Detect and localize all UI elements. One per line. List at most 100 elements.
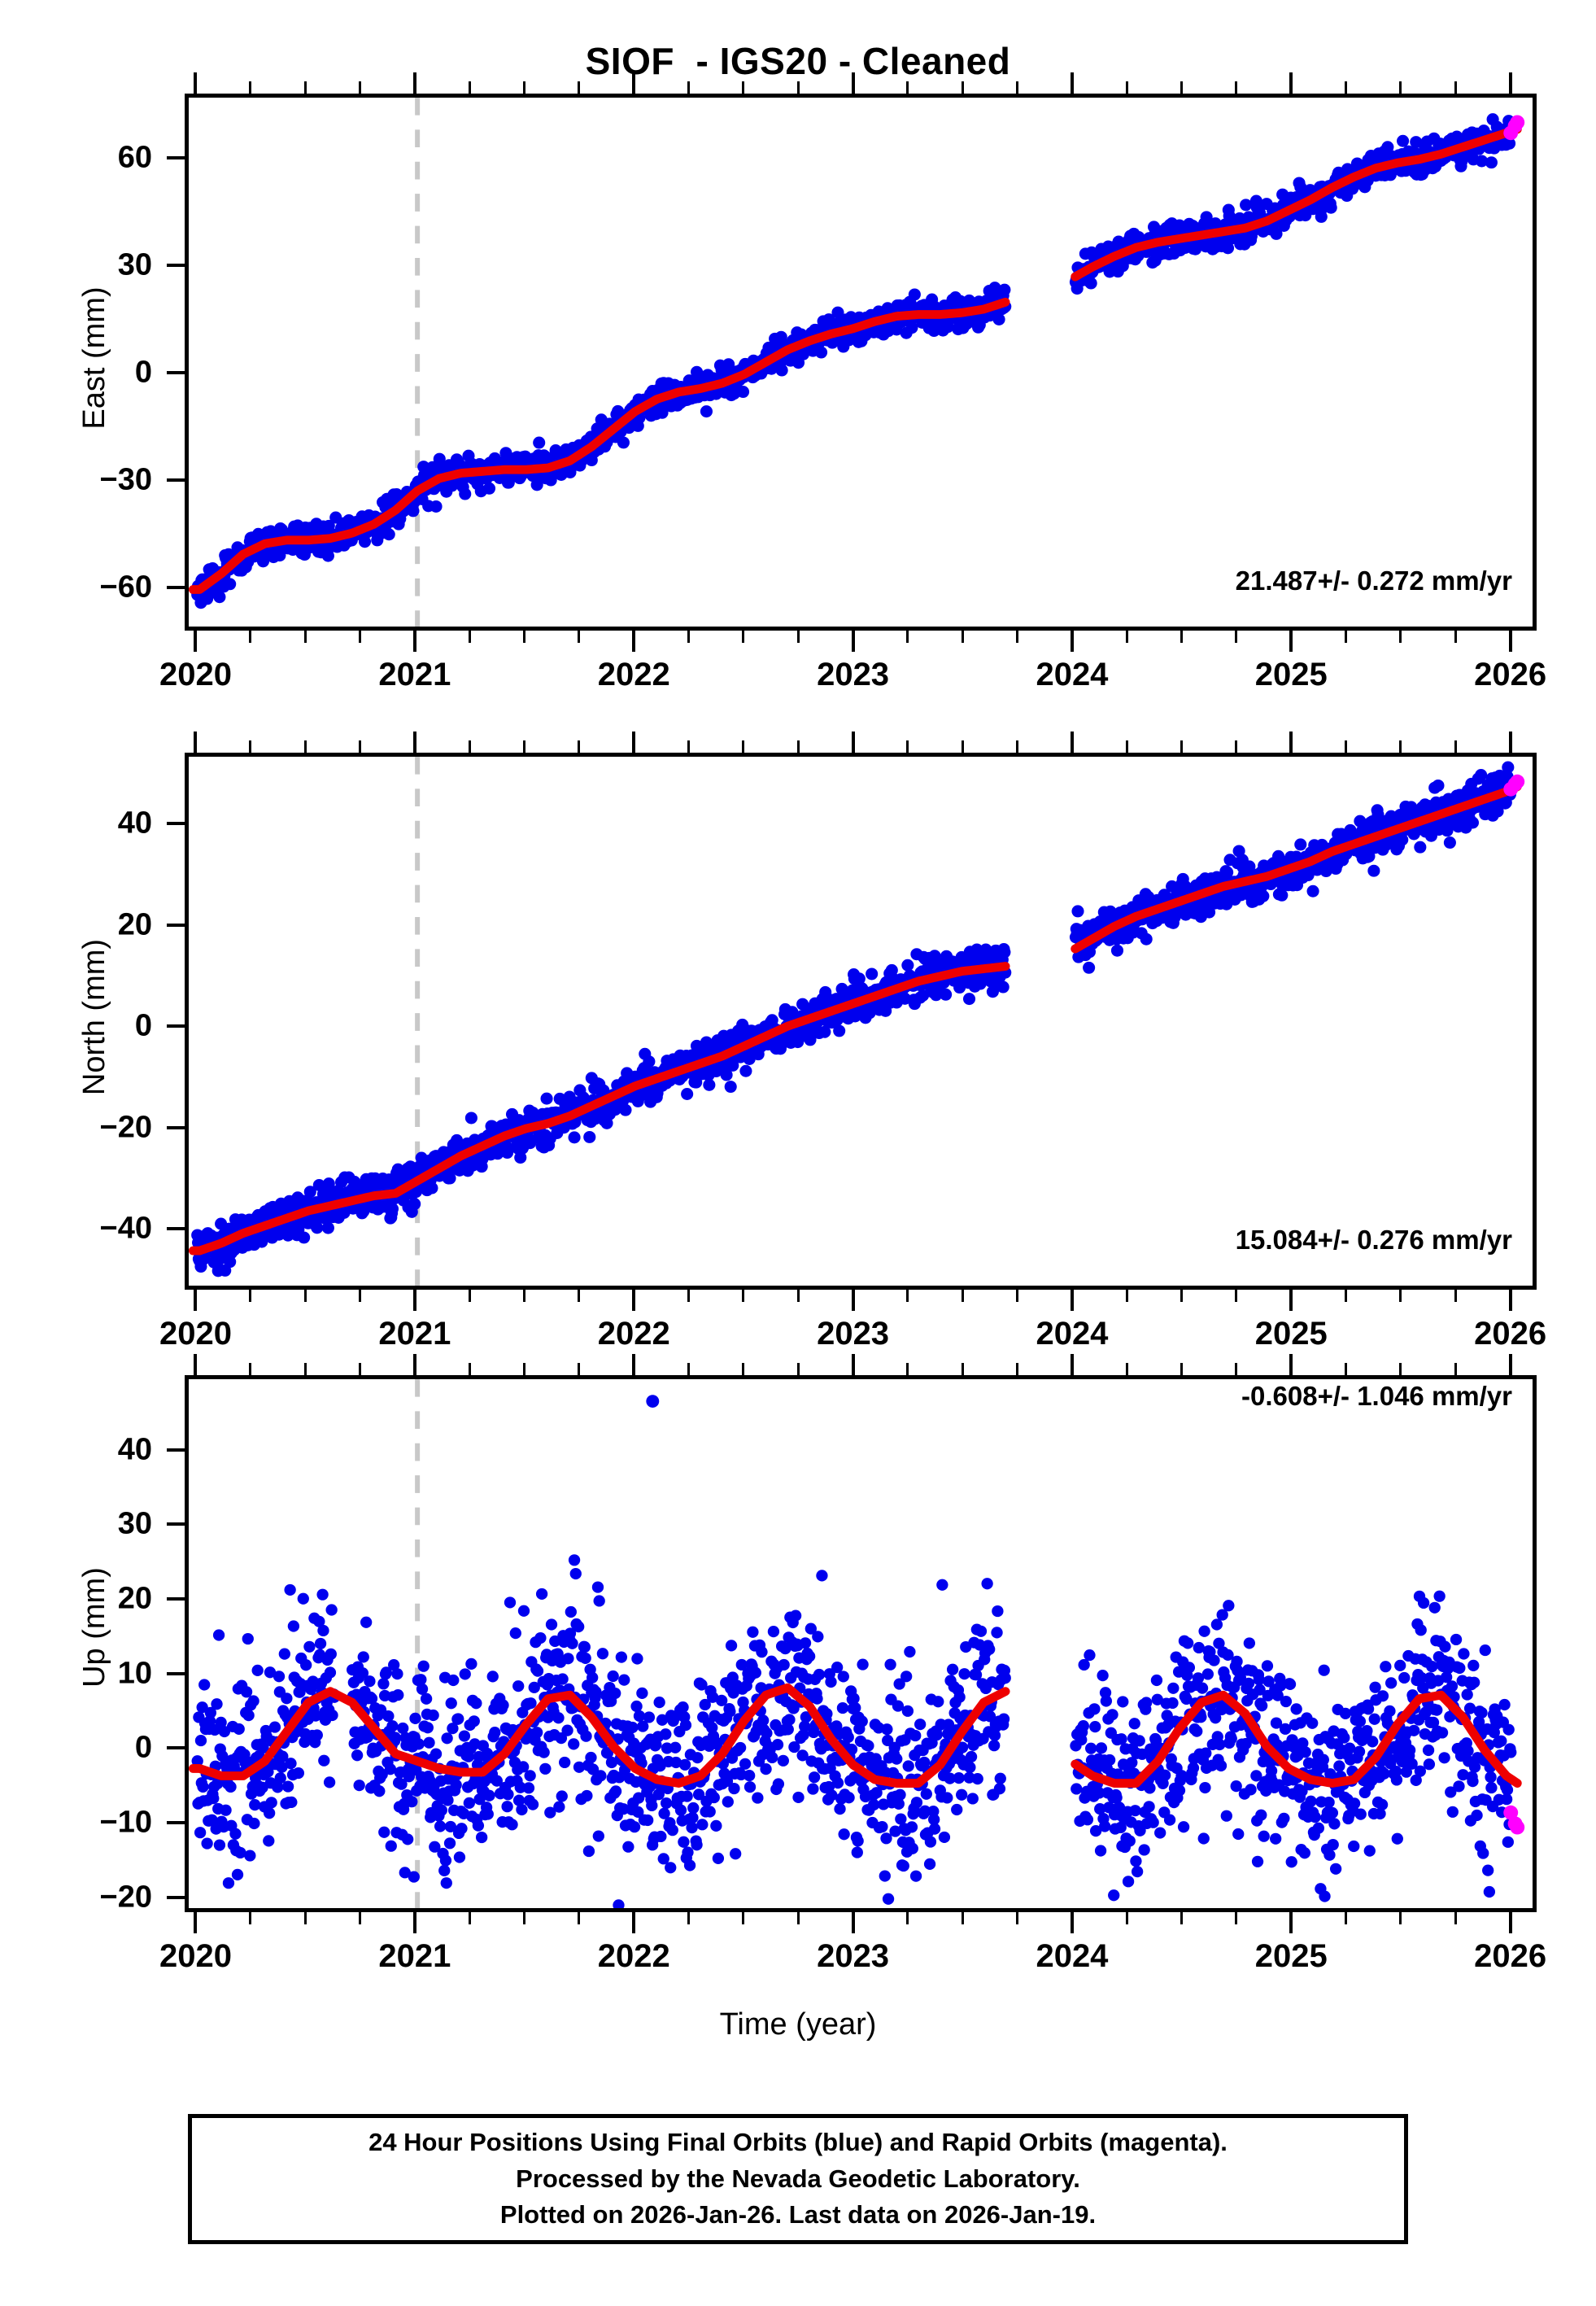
ytick-mark bbox=[167, 1671, 185, 1675]
ytick-label-up-10: 10 bbox=[117, 1656, 152, 1691]
xtick-minor bbox=[1016, 631, 1019, 643]
xtick-minor bbox=[1125, 1912, 1128, 1924]
xtick-minor bbox=[687, 1912, 691, 1924]
xtick-major-top bbox=[1289, 72, 1293, 94]
xtick-minor-top bbox=[249, 1363, 252, 1375]
xtick-major bbox=[1508, 1290, 1512, 1311]
xtick-minor-top bbox=[1345, 740, 1348, 753]
xtick-minor-top bbox=[961, 740, 964, 753]
xtick-label-2021: 2021 bbox=[378, 1316, 451, 1352]
ytick-mark bbox=[167, 1522, 185, 1526]
ytick-label-east-neg30: −30 bbox=[99, 462, 152, 497]
xtick-major bbox=[851, 1912, 855, 1933]
ytick-label-north-neg40: −40 bbox=[99, 1211, 152, 1246]
xtick-minor bbox=[1016, 1290, 1019, 1302]
xtick-label-2021: 2021 bbox=[378, 657, 451, 692]
xtick-minor-top bbox=[1399, 740, 1402, 753]
xtick-minor-top bbox=[742, 81, 745, 94]
xtick-minor bbox=[523, 631, 526, 643]
ytick-label-north-20: 20 bbox=[117, 907, 152, 942]
xtick-minor bbox=[961, 1912, 964, 1924]
xtick-label-2024: 2024 bbox=[1036, 657, 1109, 692]
ytick-mark bbox=[167, 1821, 185, 1824]
xtick-major-top bbox=[1070, 732, 1074, 753]
panel-up-frame bbox=[185, 1375, 1537, 1912]
xtick-minor bbox=[1454, 631, 1457, 643]
xtick-minor-top bbox=[1235, 81, 1238, 94]
xtick-minor bbox=[1235, 631, 1238, 643]
xtick-minor-top bbox=[1180, 81, 1184, 94]
xtick-minor-top bbox=[796, 81, 800, 94]
xtick-major-top bbox=[632, 72, 636, 94]
ytick-label-up-20: 20 bbox=[117, 1581, 152, 1616]
panel-north-frame bbox=[185, 753, 1537, 1290]
xtick-major bbox=[194, 631, 198, 652]
ytick-label-up-neg20: −20 bbox=[99, 1880, 152, 1915]
xtick-minor-top bbox=[1345, 1363, 1348, 1375]
xtick-minor bbox=[961, 1290, 964, 1302]
xtick-minor bbox=[468, 631, 471, 643]
ytick-mark bbox=[167, 264, 185, 268]
xtick-minor-top bbox=[468, 740, 471, 753]
xtick-minor bbox=[1345, 1290, 1348, 1302]
xtick-minor bbox=[468, 1290, 471, 1302]
ytick-mark bbox=[167, 1024, 185, 1029]
xtick-minor-top bbox=[742, 740, 745, 753]
xtick-minor bbox=[1399, 1290, 1402, 1302]
ytick-mark bbox=[167, 1895, 185, 1899]
xtick-major bbox=[412, 631, 416, 652]
xtick-minor-top bbox=[796, 1363, 800, 1375]
xtick-minor bbox=[249, 1912, 252, 1924]
xtick-minor-top bbox=[687, 81, 691, 94]
xtick-minor bbox=[687, 1290, 691, 1302]
xtick-label-2025: 2025 bbox=[1254, 1938, 1328, 1974]
xtick-minor bbox=[796, 1290, 800, 1302]
xtick-major bbox=[194, 1290, 198, 1311]
caption-line-1: 24 Hour Positions Using Final Orbits (bl… bbox=[368, 2127, 1228, 2156]
xtick-minor-top bbox=[1016, 1363, 1019, 1375]
ytick-label-north-40: 40 bbox=[117, 806, 152, 841]
xtick-minor-top bbox=[523, 81, 526, 94]
xtick-label-2025: 2025 bbox=[1254, 657, 1328, 692]
xtick-minor bbox=[906, 1290, 909, 1302]
xtick-minor-top bbox=[1454, 81, 1457, 94]
xtick-major bbox=[1070, 1912, 1074, 1933]
xtick-minor-top bbox=[1235, 740, 1238, 753]
xtick-major-top bbox=[1289, 1354, 1293, 1375]
xtick-minor-top bbox=[358, 1363, 361, 1375]
rate-annotation-east: 21.487+/- 0.272 mm/yr bbox=[1235, 566, 1512, 596]
xtick-minor-top bbox=[906, 1363, 909, 1375]
xtick-major-top bbox=[194, 72, 198, 94]
xtick-minor bbox=[1454, 1912, 1457, 1924]
xtick-minor bbox=[1180, 1912, 1184, 1924]
ytick-mark bbox=[167, 586, 185, 590]
xtick-major bbox=[851, 631, 855, 652]
xtick-label-2024: 2024 bbox=[1036, 1938, 1109, 1974]
caption-line-3: Plotted on 2026-Jan-26. Last data on 202… bbox=[499, 2200, 1097, 2230]
xtick-minor bbox=[249, 1290, 252, 1302]
xtick-minor bbox=[1345, 1912, 1348, 1924]
panel-east bbox=[185, 94, 1537, 631]
xtick-minor bbox=[1399, 1912, 1402, 1924]
xtick-minor bbox=[1125, 1290, 1128, 1302]
xtick-minor bbox=[523, 1290, 526, 1302]
ytick-label-east-30: 30 bbox=[117, 247, 152, 282]
xtick-minor-top bbox=[303, 1363, 307, 1375]
xtick-minor bbox=[249, 631, 252, 643]
xtick-minor-top bbox=[1454, 1363, 1457, 1375]
xtick-major-top bbox=[851, 732, 855, 753]
xtick-major bbox=[632, 631, 636, 652]
ytick-mark bbox=[167, 1227, 185, 1231]
xtick-minor bbox=[1016, 1912, 1019, 1924]
xtick-minor bbox=[1180, 1290, 1184, 1302]
xtick-minor-top bbox=[1016, 81, 1019, 94]
ytick-mark bbox=[167, 1746, 185, 1750]
ytick-label-up-30: 30 bbox=[117, 1506, 152, 1541]
xtick-minor bbox=[742, 631, 745, 643]
xtick-label-2020: 2020 bbox=[159, 657, 232, 692]
panel-up bbox=[185, 1375, 1537, 1912]
xtick-minor-top bbox=[961, 81, 964, 94]
xtick-minor bbox=[961, 631, 964, 643]
xtick-major bbox=[194, 1912, 198, 1933]
